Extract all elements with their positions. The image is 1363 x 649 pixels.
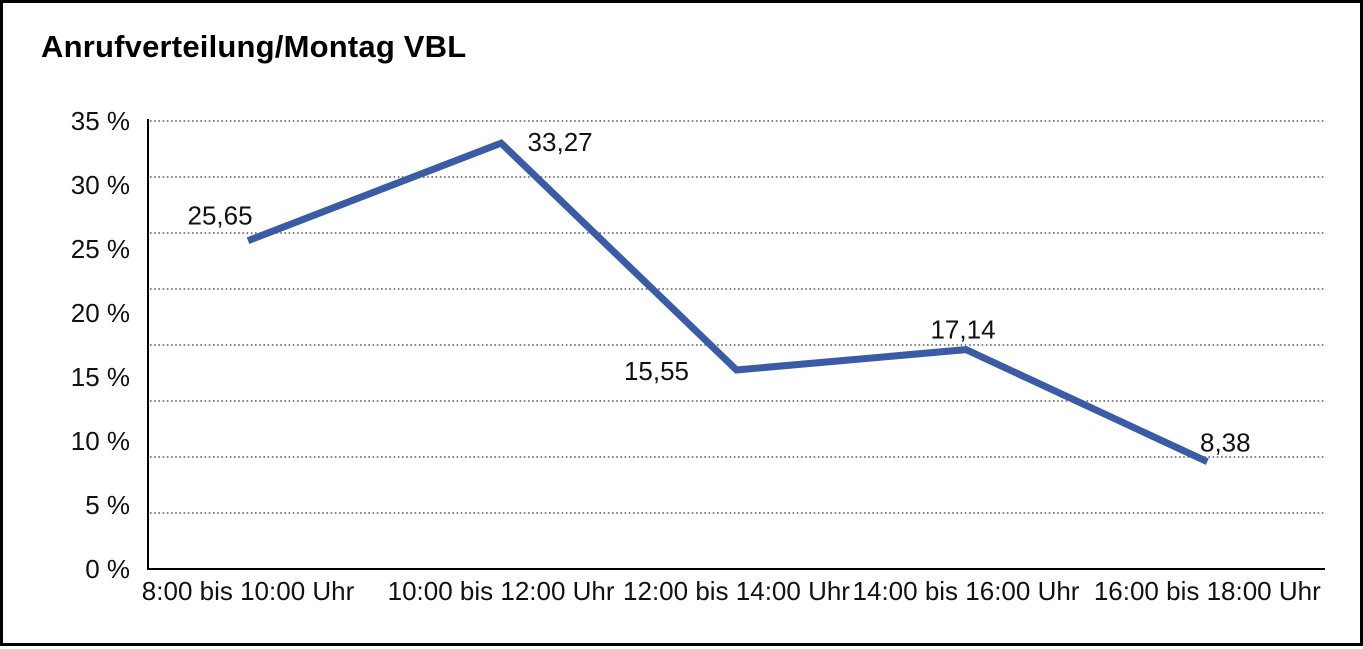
y-tick-label: 20 % (71, 298, 130, 328)
x-category-label: 12:00 bis 14:00 Uhr (623, 576, 850, 606)
y-tick-label: 5 % (85, 490, 130, 520)
data-point-label: 15,55 (624, 356, 689, 386)
series-line (246, 139, 1209, 465)
chart-title: Anrufverteilung/Montag VBL (41, 29, 467, 64)
y-tick-label: 30 % (71, 170, 130, 200)
data-point-label: 25,65 (188, 201, 253, 231)
data-point-label: 8,38 (1200, 428, 1251, 458)
x-category-label: 16:00 bis 18:00 Uhr (1094, 576, 1321, 606)
y-tick-label: 10 % (71, 426, 130, 456)
y-tick-label: 15 % (71, 362, 130, 392)
data-point-label: 17,14 (930, 315, 995, 345)
y-tick-label: 0 % (85, 554, 130, 584)
x-category-label: 8:00 bis 10:00 Uhr (142, 576, 355, 606)
y-tick-label: 25 % (71, 234, 130, 264)
y-tick-label: 35 % (71, 106, 130, 136)
x-category-label: 10:00 bis 12:00 Uhr (388, 576, 615, 606)
x-category-label: 14:00 bis 16:00 Uhr (853, 576, 1080, 606)
data-point-label: 33,27 (528, 127, 593, 157)
line-chart-canvas: 0 % 5 % 10 % 15 % 20 % 25 % 30 % 35 % 8:00 bis 1… (71, 106, 1325, 606)
